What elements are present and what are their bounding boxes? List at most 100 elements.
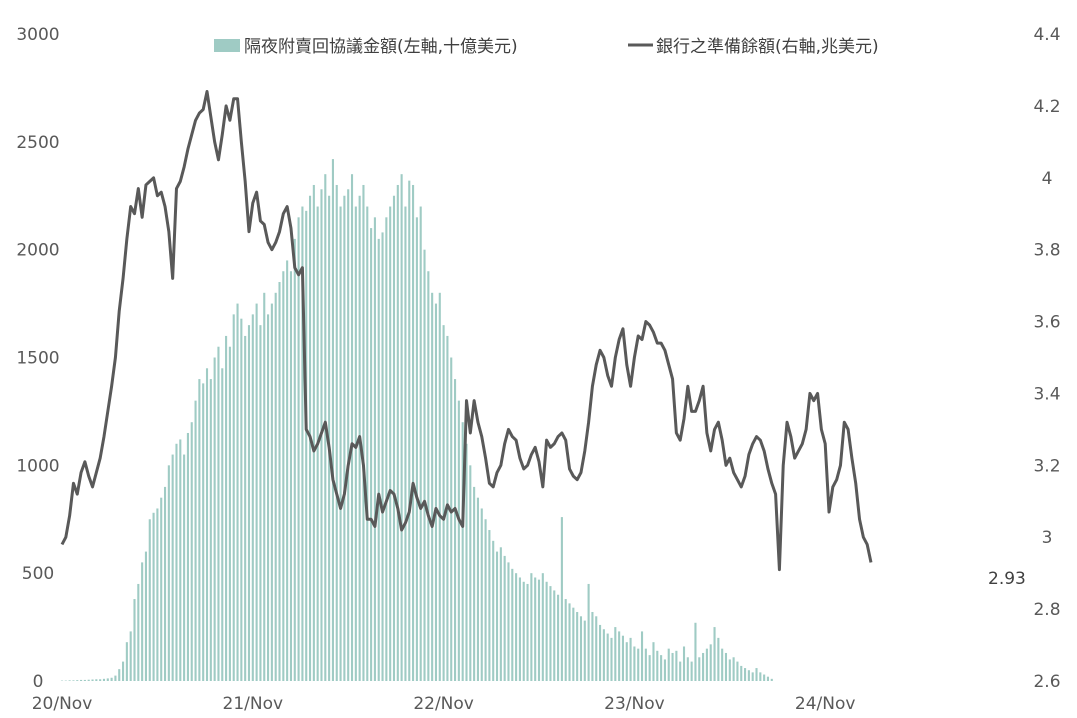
repo-bar — [76, 680, 79, 681]
x-tick-label: 22/Nov — [413, 694, 474, 714]
repo-bar — [537, 579, 541, 681]
y-right-tick-label: 3.8 — [1033, 241, 1060, 261]
repo-bar — [129, 631, 132, 681]
repo-bar — [633, 646, 636, 681]
repo-bar — [156, 508, 159, 681]
repo-bar — [560, 517, 563, 681]
repo-bar — [545, 581, 548, 681]
repo-bar — [492, 540, 495, 681]
repo-bar — [614, 627, 617, 681]
repo-bar — [228, 346, 231, 681]
repo-bar — [709, 644, 712, 681]
repo-bar — [572, 607, 575, 681]
repo-bar — [602, 629, 605, 681]
repo-bar — [274, 292, 277, 681]
repo-bar — [625, 642, 628, 681]
y-left-tick-label: 0 — [33, 672, 44, 692]
repo-bar — [179, 439, 182, 681]
repo-bar — [205, 368, 209, 681]
repo-bar — [427, 271, 430, 681]
last-value-annotation: 2.93 — [988, 569, 1026, 589]
repo-bar — [763, 674, 766, 681]
repo-bar — [591, 611, 594, 681]
repo-bar — [557, 594, 560, 681]
repo-bar — [568, 603, 571, 681]
repo-bar — [385, 217, 388, 681]
repo-bar — [713, 627, 716, 681]
repo-bar — [770, 678, 773, 681]
repo-bar — [392, 195, 396, 681]
repo-bar — [80, 679, 83, 681]
repo-bar — [740, 665, 743, 681]
repo-bar — [198, 379, 201, 681]
repo-bar — [618, 631, 621, 681]
repo-bar — [247, 325, 251, 681]
repo-bar — [675, 650, 678, 681]
repo-bar — [297, 217, 300, 681]
repo-bar — [350, 174, 354, 681]
repo-bar — [549, 586, 552, 681]
y-right-tick-label: 2.8 — [1033, 600, 1060, 620]
y-left-tick-label: 2500 — [16, 133, 59, 153]
repo-bar — [534, 577, 537, 681]
bar-series — [60, 159, 773, 682]
x-tick-label: 24/Nov — [795, 694, 856, 714]
repo-bar — [251, 314, 254, 681]
repo-bar — [106, 678, 109, 681]
repo-bar — [209, 379, 212, 681]
repo-bar — [480, 508, 483, 681]
repo-bar — [595, 616, 598, 681]
repo-bar — [118, 669, 121, 681]
repo-bar — [225, 335, 228, 681]
repo-bar — [728, 659, 731, 681]
repo-bar — [637, 648, 640, 681]
y-right-tick-label: 4.4 — [1033, 25, 1060, 45]
repo-bar — [312, 184, 315, 681]
repo-bar — [137, 583, 140, 681]
repo-bar — [381, 232, 384, 681]
repo-bar — [583, 620, 586, 681]
repo-bar — [408, 180, 411, 681]
repo-bar — [679, 661, 682, 681]
repo-bar — [438, 292, 441, 681]
repo-bar — [99, 679, 102, 681]
repo-bar — [663, 659, 666, 681]
repo-bar — [484, 519, 487, 681]
y-right-tick-label: 3.2 — [1033, 456, 1060, 476]
repo-bar — [457, 400, 460, 681]
repo-bar — [755, 668, 758, 681]
repo-bar — [286, 260, 289, 681]
repo-bar — [217, 346, 220, 681]
repo-bar — [289, 271, 293, 681]
repo-bar — [702, 652, 705, 681]
repo-bar — [95, 679, 98, 681]
repo-bar — [236, 303, 239, 681]
repo-bar — [564, 599, 567, 681]
repo-bar — [202, 383, 205, 681]
repo-bar — [526, 583, 529, 681]
repo-bar — [144, 551, 147, 681]
repo-bar — [305, 210, 308, 681]
repo-bar — [148, 519, 151, 681]
repo-bar — [553, 590, 556, 681]
y-right-axis: 2.6 2.8 3 3.2 3.4 3.6 3.8 4 4.2 4.4 — [1033, 25, 1060, 692]
repo-bar — [644, 648, 647, 681]
repo-bar — [579, 616, 583, 681]
repo-bar — [232, 314, 235, 681]
repo-bar — [499, 547, 502, 681]
repo-bar — [213, 357, 216, 681]
repo-bar — [465, 443, 468, 681]
repo-bar — [629, 637, 632, 681]
repo-bar — [576, 611, 579, 681]
repo-bar — [259, 325, 262, 681]
repo-bar — [686, 657, 689, 681]
repo-bar — [621, 635, 624, 681]
y-right-tick-label: 3 — [1042, 528, 1053, 548]
repo-bar — [186, 432, 189, 681]
repo-bar — [541, 573, 544, 681]
repo-bar — [377, 238, 380, 681]
repo-bar — [721, 648, 724, 681]
repo-bar — [419, 206, 422, 681]
repo-bar — [396, 184, 399, 681]
repo-bar — [339, 206, 342, 681]
